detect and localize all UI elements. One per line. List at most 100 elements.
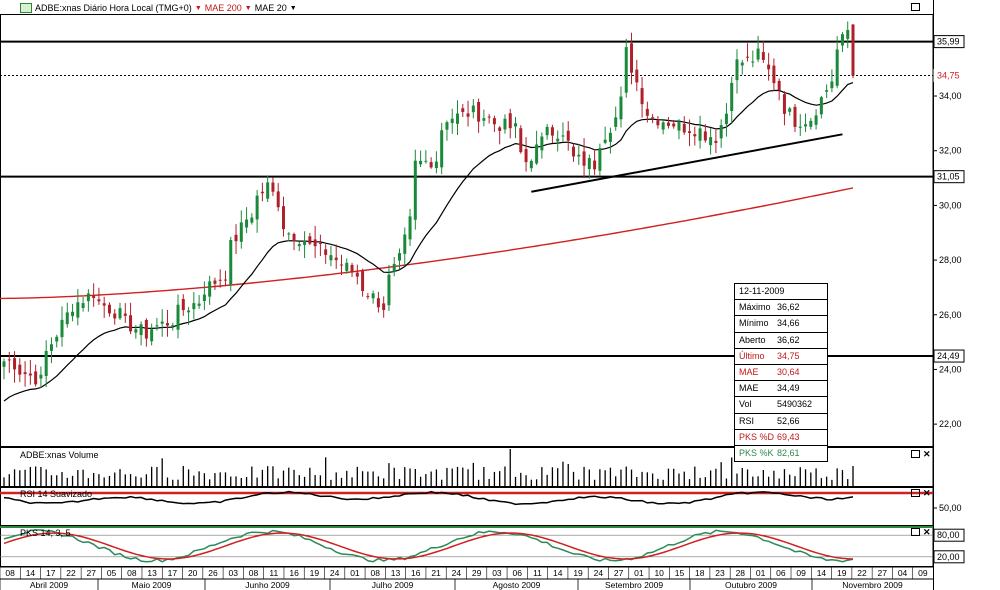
candle-body [276,191,280,208]
candle-body [308,236,312,244]
candle-body [181,299,185,311]
day-tick-label: 26 [208,568,218,578]
candle-body [113,313,117,319]
candle-body [619,96,623,120]
day-tick-label: 19 [310,568,320,578]
day-tick-label: 13 [391,568,401,578]
data-window-value [819,284,821,299]
pks-k-line [3,529,854,563]
day-tick-label: 15 [675,568,685,578]
candle-body [23,372,27,375]
candle-body [688,131,692,133]
month-label: Abril 2009 [30,580,69,590]
candle-body [39,374,43,379]
candle-body [171,325,175,327]
candle-body [297,244,301,247]
day-tick-label: 19 [837,568,847,578]
close-icon[interactable]: ✕ [923,527,931,537]
candle-body [287,233,291,235]
symbol-label[interactable]: ADBE:xnas Diário Hora Local (TMG+0) [35,3,192,13]
maximize-icon[interactable] [911,489,920,497]
candle-body [81,303,85,309]
rsi-title: RSI 14 Suavizado [20,489,93,499]
candle-body [846,29,850,39]
candle-body [756,48,760,60]
candle-body [566,130,570,141]
candle-body [245,219,249,228]
chevron-down-icon[interactable]: ▼ [289,4,297,12]
candle-body [419,160,423,165]
maximize-icon[interactable] [911,450,920,458]
candle-body [55,336,59,342]
maximize-icon[interactable] [911,3,920,11]
day-tick-label: 09 [918,568,928,578]
data-window: 12-11-2009 Máximo 36,62 Mínimo 34,66 Aberto 36… [734,283,828,463]
close-icon[interactable]: ✕ [923,449,931,459]
chevron-down-icon[interactable]: ▼ [244,4,252,12]
candle-body [598,148,602,171]
candle-body [482,118,486,121]
chevron-down-icon[interactable]: ▼ [194,4,202,12]
day-tick-label: 22 [857,568,867,578]
candle-body [208,281,212,297]
level-label-box [933,170,965,184]
candle-body [350,264,354,273]
candle-body [260,191,264,194]
candle-body [366,296,370,298]
day-tick-label: 01 [350,568,360,578]
day-tick-label: 29 [472,568,482,578]
day-tick-label: 09 [796,568,806,578]
maximize-icon[interactable] [911,528,920,536]
mae20-label[interactable]: MAE 20 [254,3,287,13]
candle-body [266,182,270,199]
data-window-key: RSI [739,415,755,426]
day-tick-label: 28 [736,568,746,578]
candle-body [761,52,765,60]
level-label: 35,99 [937,37,960,47]
candle-body [160,321,164,324]
day-tick-label: 08 [127,568,137,578]
candle-body [624,47,628,93]
candle-body [313,239,317,247]
candle-body [703,131,707,141]
data-window-key: PKS %K [739,447,774,458]
candle-body [614,117,618,127]
candle-body [814,115,818,125]
pks-d-line [3,532,854,560]
data-window-key: Aberto [739,334,766,345]
candle-body [577,154,581,157]
chart-type-icon[interactable] [20,3,32,13]
candle-body [303,240,307,245]
level-label: 24,49 [937,351,960,361]
price-tick-label: 26,00 [939,310,962,320]
candle-body [18,364,22,375]
mae200-label[interactable]: MAE 200 [204,3,242,13]
price-tick-label: 24,00 [939,364,962,374]
candle-body [661,122,665,130]
candle-body [550,127,554,136]
candle-body [772,65,776,84]
candle-body [804,124,808,127]
candle-body [819,97,823,115]
candle-body [334,257,338,261]
candle-body [587,158,591,170]
candle-body [382,303,386,311]
candle-body [545,126,549,136]
data-window-key: Mínimo [739,318,769,329]
day-tick-label: 10 [654,568,664,578]
data-window-row: RSI 52,66 [735,412,827,429]
data-window-key: 12-11-2009 [739,286,785,296]
candle-body [582,151,586,166]
data-window-value: 34,75 [777,350,800,361]
day-tick-label: 17 [46,568,56,578]
close-icon[interactable]: ✕ [923,488,931,498]
candle-body [714,140,718,143]
month-label: Maio 2009 [132,580,172,590]
candle-body [28,373,32,376]
day-tick-label: 14 [817,568,827,578]
candle-body [144,319,148,339]
day-tick-label: 24 [594,568,604,578]
data-window-value: 82,61 [777,447,800,458]
candle-body [651,117,655,119]
data-window-row: PKS %D 69,43 [735,428,827,445]
